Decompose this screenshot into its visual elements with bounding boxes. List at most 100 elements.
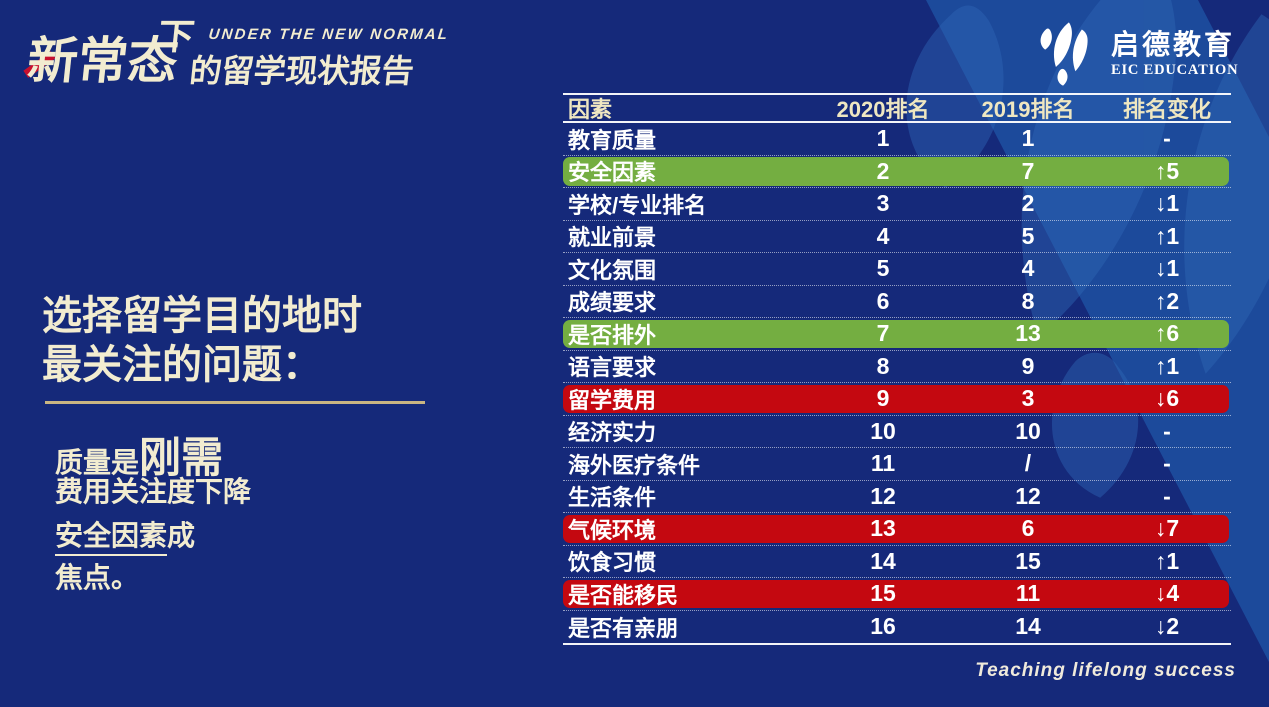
cell-factor: 学校/专业排名 [568, 192, 707, 218]
logo-name-en: EIC EDUCATION [1111, 61, 1239, 78]
table-row: 就业前景 4 5 ↑1 [563, 221, 1231, 253]
header-factor: 因素 [568, 97, 613, 122]
insight-line-2: 费用关注度下降 [55, 476, 252, 507]
cell-change: ↑1 [1154, 547, 1180, 574]
cell-rank-2019: 3 [1021, 385, 1035, 412]
cell-change: ↓1 [1154, 255, 1180, 282]
table-body: 教育质量 1 1 - 安全因素 2 7 ↑5 学校/专业排名 3 2 ↓1 就业… [563, 123, 1231, 645]
cell-change: - [1163, 482, 1171, 509]
cell-change: - [1163, 417, 1171, 444]
cell-rank-2020: 1 [876, 125, 890, 152]
cell-rank-2019: / [1024, 450, 1032, 477]
report-title-rest: 的留学现状报告 [187, 53, 416, 89]
cell-factor: 生活条件 [568, 485, 657, 511]
cell-factor: 安全因素 [568, 160, 657, 186]
header-rank-2019: 2019排名 [981, 97, 1075, 122]
cell-factor: 是否能移民 [568, 582, 679, 608]
cell-rank-2020: 6 [876, 287, 890, 314]
cell-factor: 气候环境 [568, 517, 657, 543]
left-panel-heading: 选择留学目的地时 最关注的问题： [42, 292, 362, 390]
cell-rank-2020: 9 [876, 385, 890, 412]
cell-change: ↑6 [1154, 320, 1180, 347]
cell-factor: 饮食习惯 [568, 550, 657, 576]
cell-change: ↑2 [1154, 287, 1180, 314]
cell-rank-2019: 15 [1015, 547, 1041, 574]
logo-name-cn: 启德教育 [1111, 29, 1236, 61]
table-row: 经济实力 10 10 - [563, 416, 1231, 448]
table-row: 语言要求 8 9 ↑1 [563, 351, 1231, 383]
table-row: 是否排外 7 13 ↑6 [563, 318, 1231, 351]
eic-logo-icon [1040, 22, 1088, 86]
table-row: 是否有亲朋 16 14 ↓2 [563, 611, 1231, 644]
table-row: 是否能移民 15 11 ↓4 [563, 578, 1231, 611]
cell-rank-2020: 16 [870, 613, 896, 640]
cell-rank-2020: 12 [870, 482, 896, 509]
cell-rank-2019: 1 [1021, 125, 1035, 152]
cell-rank-2020: 11 [870, 450, 896, 477]
cell-rank-2020: 5 [876, 255, 890, 282]
cell-factor: 就业前景 [568, 225, 657, 251]
cell-factor: 是否排外 [568, 322, 657, 348]
cell-rank-2020: 4 [876, 222, 890, 249]
cell-change: ↑5 [1154, 157, 1180, 184]
cell-change: ↓2 [1154, 613, 1180, 640]
table-row: 安全因素 2 7 ↑5 [563, 156, 1231, 188]
table-row: 教育质量 1 1 - [563, 123, 1231, 156]
cell-rank-2020: 13 [870, 515, 896, 542]
table-row: 气候环境 13 6 ↓7 [563, 513, 1231, 546]
banner-tagline: UNDER THE NEW NORMAL [207, 26, 451, 43]
table-row: 学校/专业排名 3 2 ↓1 [563, 188, 1231, 221]
cell-change: ↓7 [1154, 515, 1180, 542]
ranking-table: 因素 2020排名 2019排名 排名变化 教育质量 1 1 - 安全因素 2 … [563, 93, 1231, 645]
cell-change: - [1163, 450, 1171, 477]
cell-factor: 留学费用 [568, 387, 657, 413]
report-title-sup: 下 [156, 16, 197, 57]
insight-line-4: 焦点。 [55, 562, 140, 593]
table-row: 生活条件 12 12 - [563, 481, 1231, 513]
cell-change: ↓4 [1154, 580, 1180, 607]
heading-line-1: 选择留学目的地时 [42, 294, 362, 338]
cell-change: ↓1 [1154, 190, 1180, 217]
table-row: 海外医疗条件 11 / - [563, 448, 1231, 481]
cell-rank-2019: 6 [1021, 515, 1035, 542]
table-row: 文化氛围 5 4 ↓1 [563, 253, 1231, 286]
cell-rank-2019: 10 [1015, 417, 1041, 444]
cell-factor: 海外医疗条件 [568, 452, 701, 478]
eic-logo: 启德教育 EIC EDUCATION [1030, 18, 1238, 90]
heading-line-2: 最关注的问题： [42, 343, 322, 387]
table-header-row: 因素 2020排名 2019排名 排名变化 [563, 93, 1231, 123]
cell-rank-2019: 8 [1021, 287, 1035, 314]
cell-rank-2020: 8 [876, 352, 890, 379]
cell-rank-2020: 14 [870, 547, 896, 574]
table-row: 成绩要求 6 8 ↑2 [563, 286, 1231, 318]
heading-underline [45, 401, 425, 404]
insight-line-3-rest: 成 [167, 520, 196, 551]
cell-factor: 文化氛围 [568, 257, 657, 283]
cell-rank-2019: 4 [1021, 255, 1035, 282]
cell-rank-2019: 11 [1015, 580, 1041, 607]
header-rank-change: 排名变化 [1122, 97, 1211, 122]
eic-logo-text: 启德教育 EIC EDUCATION [1111, 29, 1238, 78]
cell-factor: 成绩要求 [568, 290, 657, 316]
cell-factor: 语言要求 [568, 355, 657, 381]
insight-line-3: 安全因素成 [55, 514, 196, 556]
cell-rank-2019: 7 [1021, 157, 1035, 184]
cell-rank-2019: 9 [1021, 352, 1035, 379]
cell-rank-2019: 12 [1015, 482, 1041, 509]
report-banner: UNDER THE NEW NORMAL 新常态 下 的留学现状报告 [23, 14, 472, 104]
insight-line-1-big: 刚需 [139, 434, 224, 481]
cell-factor: 教育质量 [568, 127, 657, 153]
cell-change: ↑1 [1154, 352, 1180, 379]
table-row: 留学费用 9 3 ↓6 [563, 383, 1231, 416]
insight-line-1: 质量是刚需 [55, 424, 223, 485]
cell-change: ↓6 [1154, 385, 1180, 412]
insight-line-1-small: 质量是 [55, 447, 140, 478]
cell-rank-2019: 5 [1021, 222, 1035, 249]
cell-factor: 是否有亲朋 [568, 615, 679, 641]
table-row: 饮食习惯 14 15 ↑1 [563, 546, 1231, 578]
cell-rank-2019: 2 [1021, 190, 1035, 217]
cell-rank-2020: 15 [870, 580, 896, 607]
cell-rank-2020: 10 [870, 417, 896, 444]
cell-rank-2020: 2 [876, 157, 890, 184]
